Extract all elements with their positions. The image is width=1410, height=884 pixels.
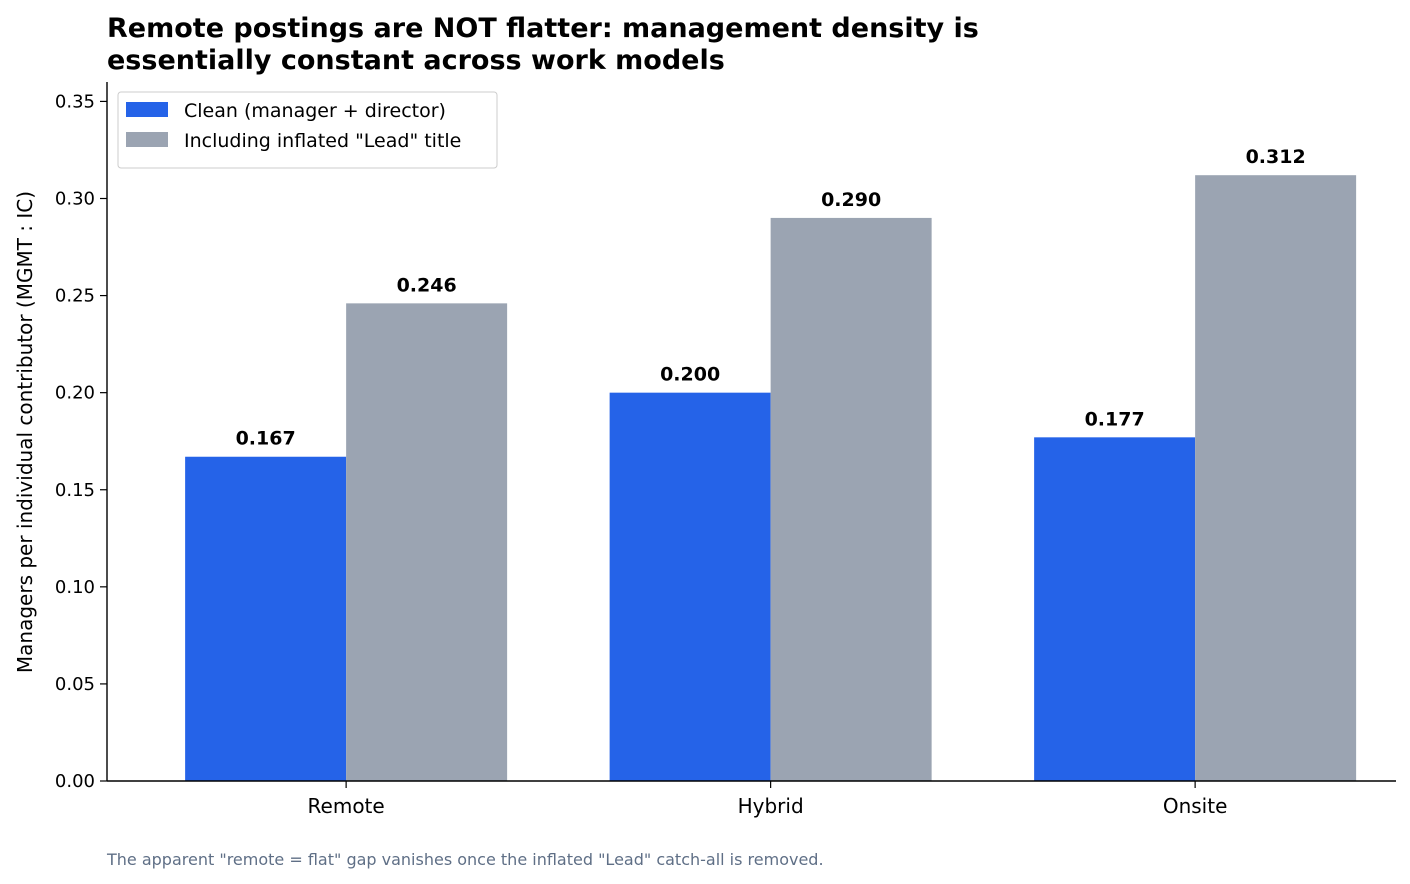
footnote: The apparent "remote = flat" gap vanishe… — [106, 850, 824, 869]
x-tick-label-onsite: Onsite — [1163, 794, 1228, 818]
y-tick-label-6: 0.30 — [55, 189, 95, 210]
bar-onsite-series-1 — [1195, 175, 1357, 781]
value-label-hybrid-series-0: 0.200 — [660, 364, 720, 386]
y-tick-label-2: 0.10 — [55, 577, 95, 598]
y-tick-label-3: 0.15 — [55, 480, 95, 501]
legend-label-0: Clean (manager + director) — [184, 100, 446, 122]
y-axis-label: Managers per individual contributor (MGM… — [13, 191, 37, 673]
y-axis: 0.00 0.05 0.10 0.15 0.20 0.25 0.30 0.35 — [55, 82, 108, 792]
bars-group — [185, 175, 1357, 781]
value-label-remote-series-0: 0.167 — [236, 428, 296, 450]
value-label-onsite-series-1: 0.312 — [1246, 146, 1306, 168]
bar-hybrid-series-1 — [770, 217, 932, 781]
y-tick-label-0: 0.00 — [55, 771, 95, 792]
bar-hybrid-series-0 — [609, 392, 771, 781]
y-tick-label-1: 0.05 — [55, 674, 95, 695]
legend-swatch-0 — [126, 102, 168, 117]
legend-box — [117, 91, 498, 169]
y-tick-label-7: 0.35 — [55, 91, 95, 112]
chart-title-line-2: essentially constant across work models — [107, 45, 725, 76]
x-tick-label-hybrid: Hybrid — [738, 794, 804, 818]
value-label-remote-series-1: 0.246 — [397, 274, 457, 296]
legend: Clean (manager + director) Including infl… — [117, 91, 498, 169]
value-label-hybrid-series-1: 0.290 — [821, 189, 881, 211]
bar-remote-series-1 — [346, 303, 508, 781]
legend-swatch-1 — [126, 132, 168, 147]
value-label-onsite-series-0: 0.177 — [1085, 408, 1145, 430]
bar-remote-series-0 — [185, 456, 347, 781]
legend-label-1: Including inflated "Lead" title — [184, 130, 461, 152]
x-tick-label-remote: Remote — [308, 794, 385, 818]
x-axis: Remote Hybrid Onsite — [107, 780, 1396, 818]
value-labels-group: 0.167 0.246 0.200 0.290 0.177 0.312 — [236, 146, 1306, 450]
y-tick-label-5: 0.25 — [55, 286, 95, 307]
chart-title-line-1: Remote postings are NOT flatter: managem… — [107, 13, 979, 44]
bar-onsite-series-0 — [1034, 437, 1196, 781]
y-tick-label-4: 0.20 — [55, 383, 95, 404]
